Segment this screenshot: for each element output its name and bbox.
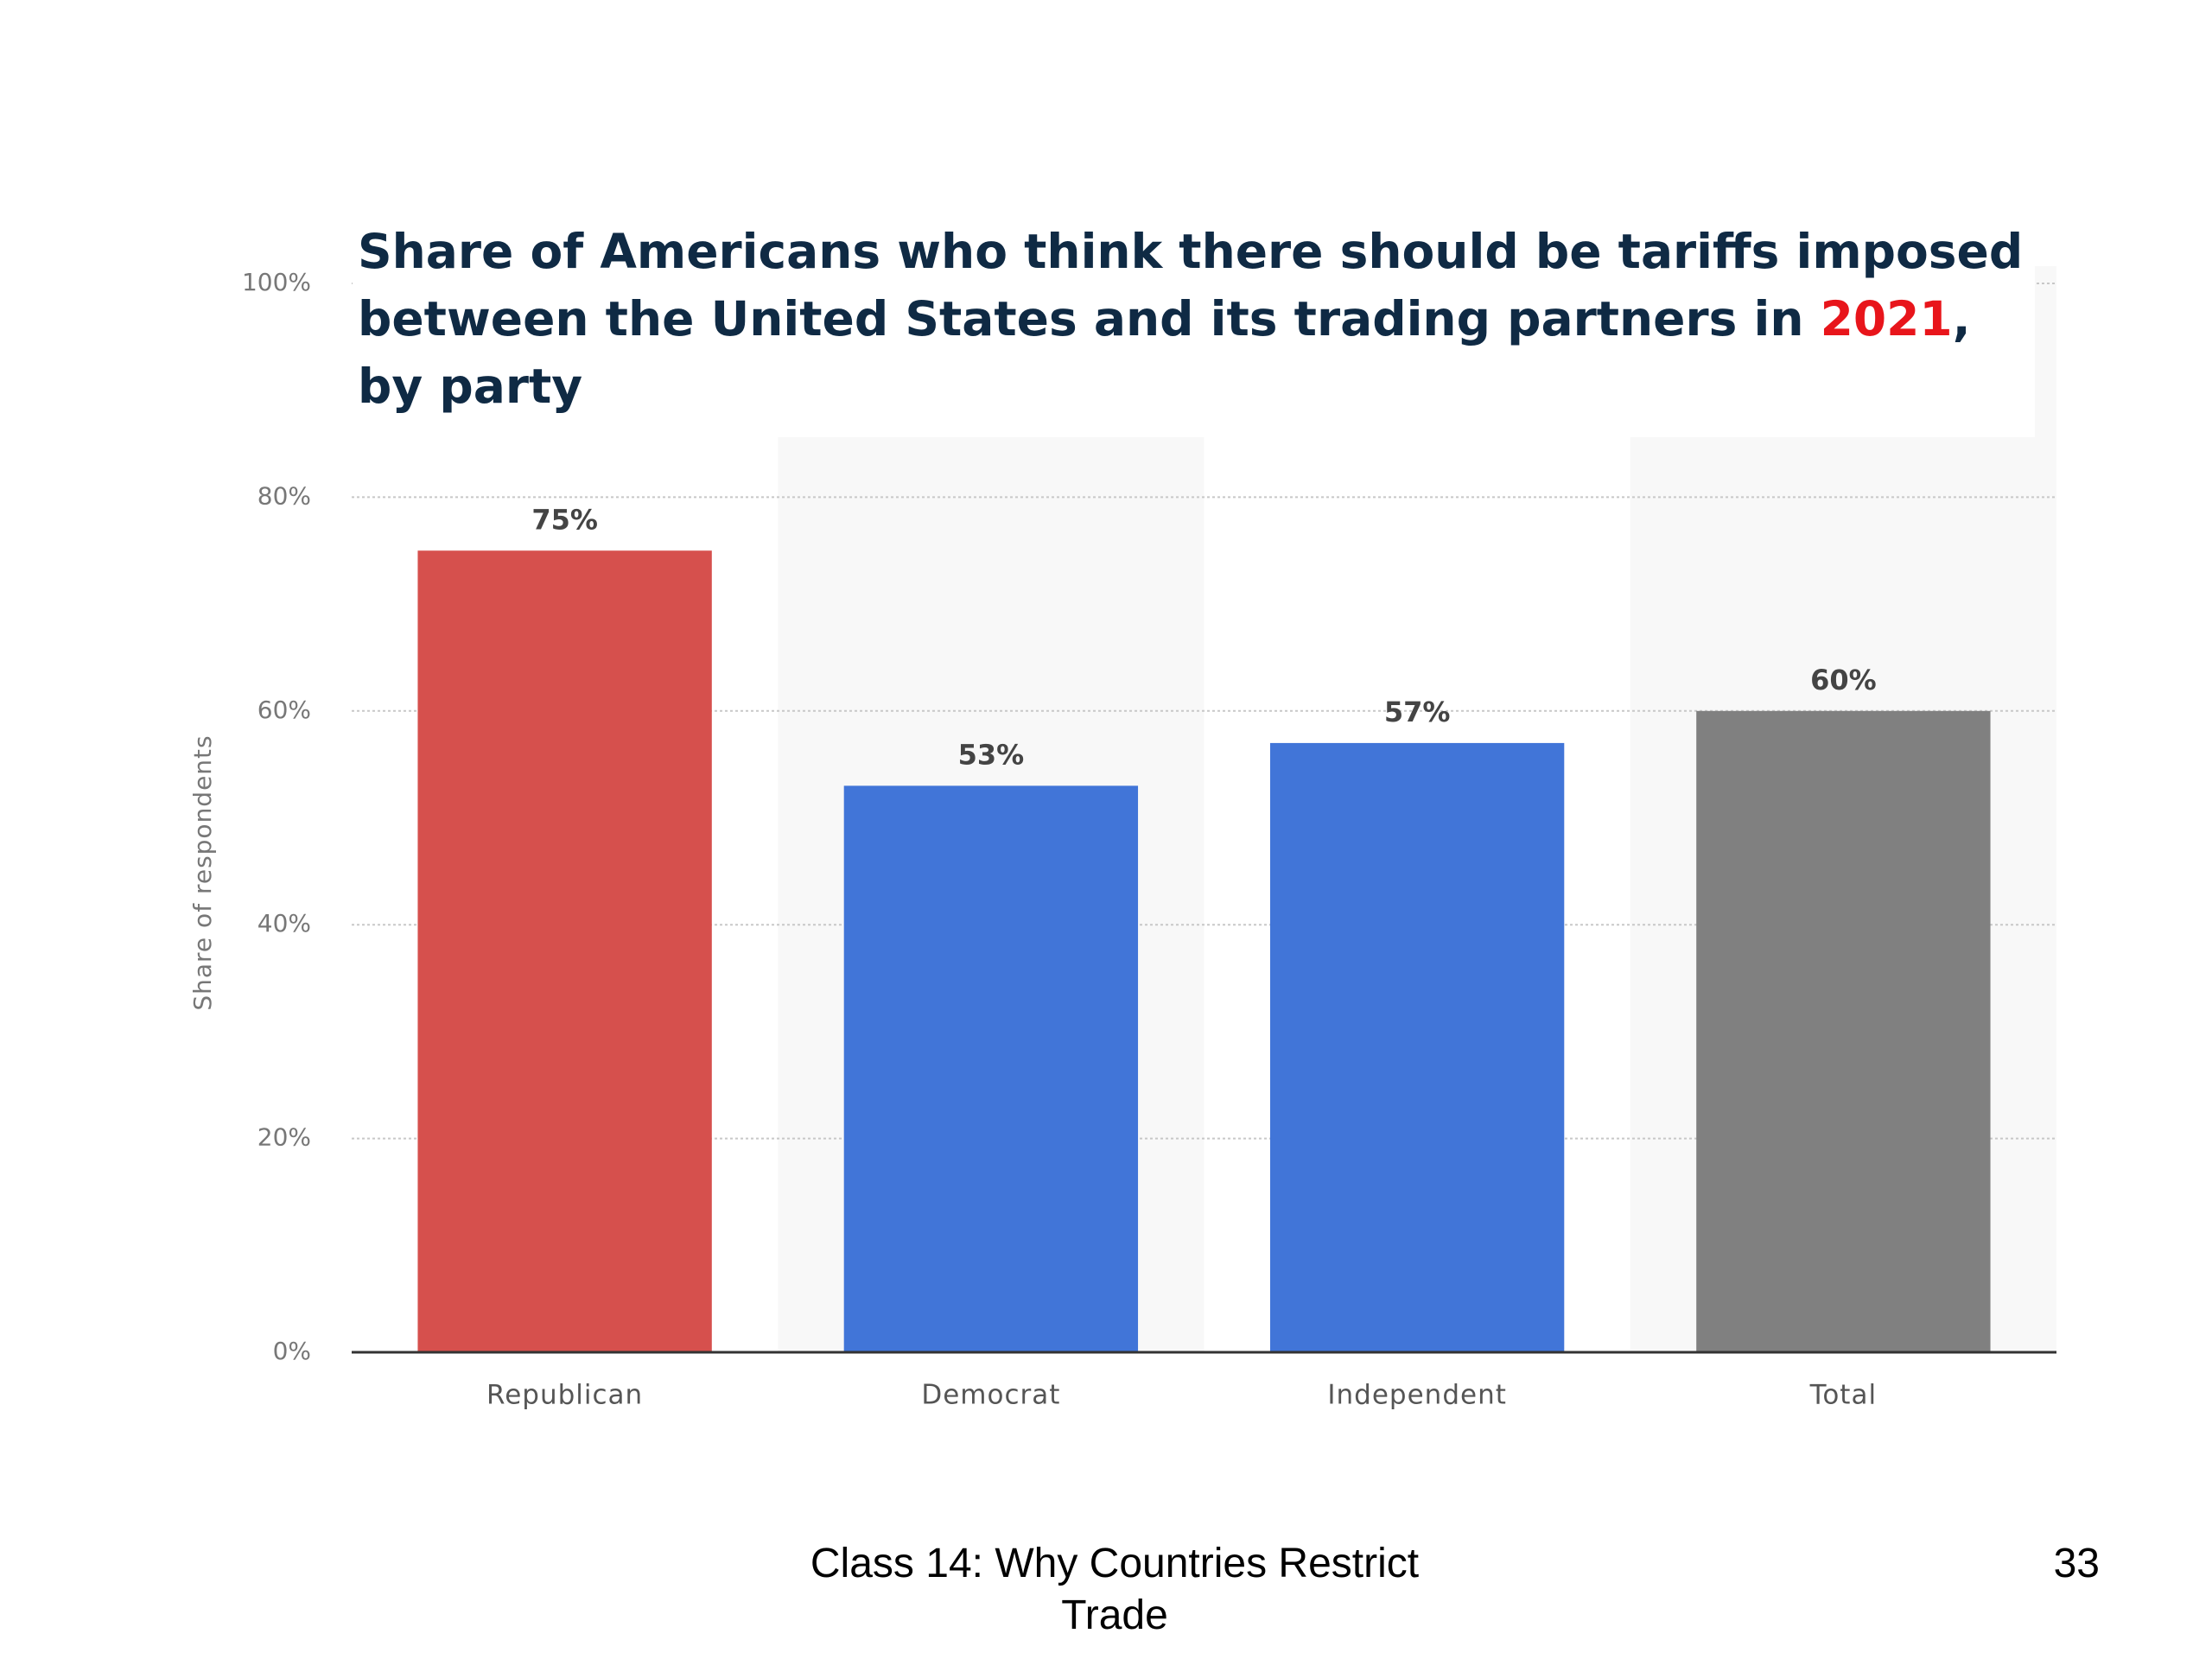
y-axis-title: Share of respondents [188,734,217,1010]
x-tick-label: Democrat [921,1380,1060,1411]
value-label: 57% [1384,696,1451,728]
title-segment: Share of Americans who think there shoul… [358,224,2024,346]
value-label: 75% [531,503,598,536]
value-label: 53% [958,738,1025,771]
y-tick-label: 20% [257,1123,311,1152]
y-tick-label: 0% [273,1337,311,1365]
footer-text: Class 14: Why Countries Restrict Trade [810,1541,1420,1638]
y-tick-label: 100% [242,268,311,296]
bar [1269,742,1565,1352]
page-number: 33 [2053,1541,2100,1586]
y-tick-label: 80% [257,481,311,510]
x-tick-label: Independent [1327,1380,1507,1411]
title-segment: 2021 [1820,291,1953,346]
y-tick-label: 60% [257,696,311,724]
title-segment: , by party [358,291,1971,414]
y-tick-label: 40% [257,909,311,938]
x-tick-label: Total [1809,1380,1877,1411]
x-tick-label: Republican [486,1380,643,1411]
bar [1696,710,1991,1352]
bar [843,785,1139,1352]
value-label: 60% [1810,664,1877,696]
chart-title: Share of Americans who think there shoul… [353,214,2035,437]
bar [417,550,712,1352]
